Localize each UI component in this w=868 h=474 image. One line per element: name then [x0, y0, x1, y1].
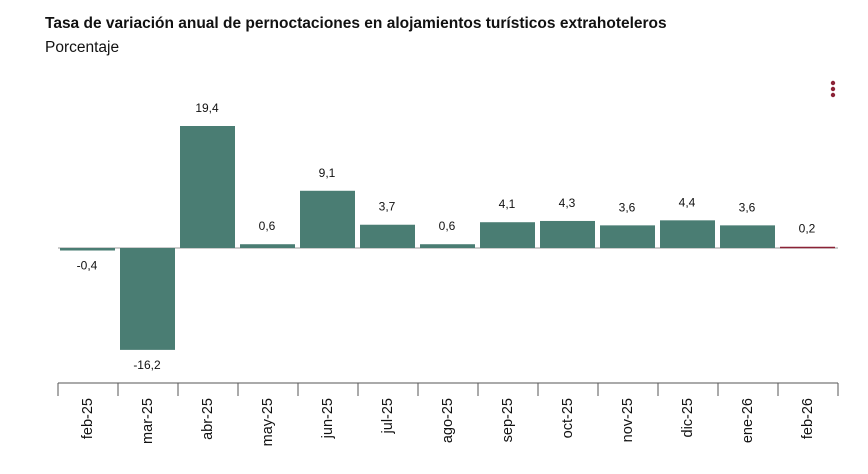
- bar: [300, 190, 355, 248]
- x-tick-label: abr-25: [200, 398, 216, 440]
- x-tick-label: feb-26: [800, 398, 816, 439]
- bar: [480, 222, 535, 248]
- bar: [240, 244, 295, 248]
- chart-title: Tasa de variación anual de pernoctacione…: [45, 15, 667, 32]
- bar: [120, 248, 175, 350]
- value-label: 9,1: [319, 166, 336, 180]
- value-label: 3,6: [739, 200, 756, 214]
- x-tick-label: jul-25: [380, 398, 396, 434]
- value-label: -0,4: [77, 259, 98, 273]
- x-tick-label: dic-25: [680, 398, 696, 438]
- x-tick-label: sep-25: [500, 398, 516, 442]
- bar: [360, 224, 415, 248]
- value-label: 4,3: [559, 196, 576, 210]
- value-label: -16,2: [133, 358, 161, 372]
- value-label: 0,6: [259, 219, 276, 233]
- value-label: 3,7: [379, 200, 396, 214]
- menu-dot[interactable]: [830, 80, 836, 86]
- value-label: 0,2: [799, 222, 816, 236]
- value-label: 3,6: [619, 200, 636, 214]
- bar: [780, 246, 835, 249]
- bar: [180, 126, 235, 248]
- bar: [600, 225, 655, 248]
- chart-subtitle: Porcentaje: [45, 39, 119, 56]
- menu-dot[interactable]: [830, 92, 836, 98]
- menu-button[interactable]: [830, 80, 836, 98]
- bar: [420, 244, 475, 248]
- x-tick-label: oct-25: [560, 398, 576, 438]
- x-tick-label: mar-25: [140, 398, 156, 444]
- bar: [540, 220, 595, 248]
- value-label: 19,4: [195, 101, 219, 115]
- bar: [60, 248, 115, 251]
- x-tick-label: nov-25: [620, 398, 636, 442]
- x-tick-label: feb-25: [80, 398, 96, 439]
- value-label: 0,6: [439, 219, 456, 233]
- x-tick-label: may-25: [260, 398, 276, 446]
- bar: [720, 225, 775, 248]
- value-label: 4,1: [499, 197, 516, 211]
- value-label: 4,4: [679, 195, 696, 209]
- menu-dot[interactable]: [830, 86, 836, 92]
- x-tick-label: ago-25: [440, 398, 456, 443]
- x-tick-label: ene-26: [740, 398, 756, 443]
- bar: [660, 220, 715, 248]
- x-tick-label: jun-25: [320, 398, 336, 439]
